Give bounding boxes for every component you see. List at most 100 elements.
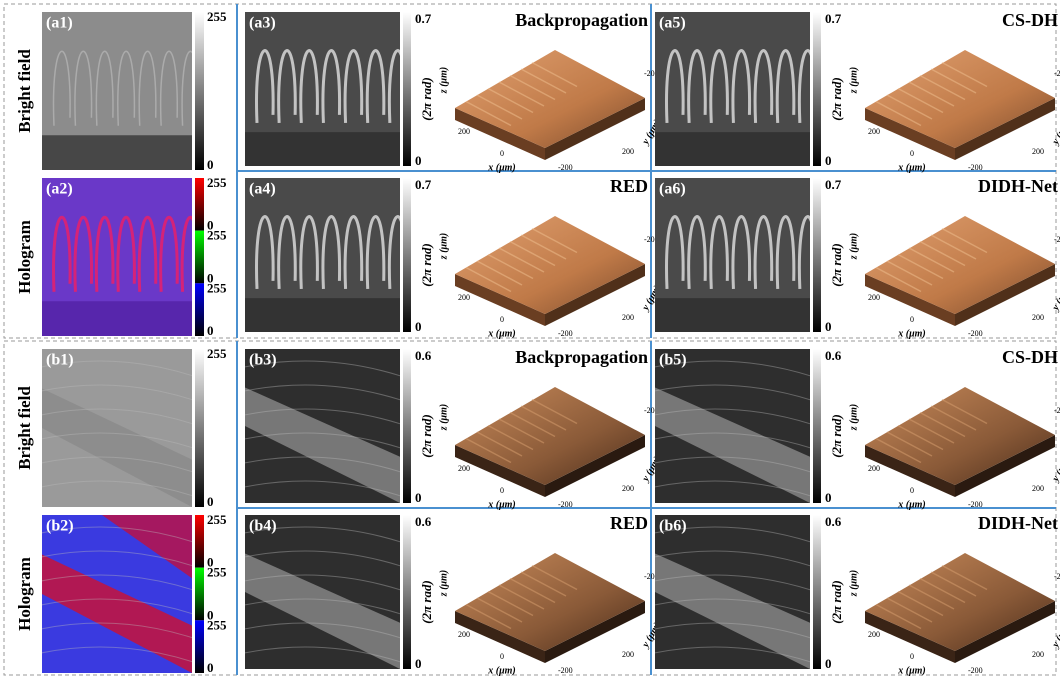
axis-tick: 200 (1032, 313, 1044, 322)
axis-tick: 0 (500, 315, 504, 324)
colorbar-unit: (2π rad) (829, 414, 844, 458)
pattern-band (245, 132, 400, 166)
colorbar-max: 0.6 (825, 348, 842, 363)
image (245, 12, 400, 166)
colorbar (195, 567, 204, 621)
pattern-arch (775, 49, 796, 123)
axis-tick: -200 (558, 163, 573, 172)
pattern-band (245, 298, 400, 332)
method-title: DIDH-Net (978, 176, 1058, 196)
pattern-ripple (42, 456, 192, 473)
pattern-ripple (42, 384, 192, 401)
surface-top (865, 50, 1055, 148)
panel-label: (b5) (659, 352, 687, 369)
axis-label: z (μm) (438, 570, 449, 597)
surface-side (865, 445, 955, 497)
panel-label: (a1) (46, 15, 73, 32)
colorbar-min: 0 (825, 656, 832, 671)
pattern-ripple (42, 526, 192, 543)
image (655, 349, 810, 503)
pattern-arch (687, 49, 707, 123)
surface-ridge (520, 405, 567, 431)
axis-tick: -200 (1054, 69, 1060, 78)
surface-side (955, 435, 1055, 497)
panel-label: (b4) (249, 518, 277, 535)
colorbar-label: 0 (207, 323, 214, 338)
axis-tick: 200 (622, 147, 634, 156)
surface-top (865, 387, 1055, 485)
surface-ridge (520, 68, 567, 94)
pattern-ripple (655, 526, 810, 543)
axis-tick: 200 (868, 464, 880, 473)
pattern-ripple (42, 622, 192, 639)
surface-ridge (897, 590, 944, 617)
surface-ridge (465, 100, 512, 127)
pattern-arch (709, 49, 729, 123)
colorbar (195, 349, 204, 507)
surface-ridge (919, 74, 966, 101)
surface-ridge (886, 597, 933, 623)
axis-tick: 200 (1032, 147, 1044, 156)
pattern-ripple (42, 360, 192, 377)
surface-ridge (897, 87, 944, 114)
colorbar (813, 349, 821, 503)
colorbar-label: 255 (207, 346, 227, 361)
surface-ridge (941, 61, 988, 88)
surface-ridge (531, 564, 578, 591)
axis-tick: -200 (968, 329, 983, 338)
axis-tick: 0 (500, 652, 504, 661)
surface-side (545, 98, 645, 160)
axis-label: z (μm) (848, 404, 859, 431)
axis-tick: -200 (968, 163, 983, 172)
axis-tick: 0 (910, 652, 914, 661)
surface-ridge (476, 597, 523, 623)
surface-ridge (886, 94, 933, 120)
surface-ridge (465, 603, 512, 630)
colorbar (403, 12, 411, 166)
pattern-band (655, 132, 810, 166)
axis-tick: 200 (868, 630, 880, 639)
colorbar-unit: (2π rad) (419, 580, 434, 624)
method-title: Backpropagation (515, 347, 648, 367)
method-title: Backpropagation (515, 10, 648, 30)
surface-ridge (908, 584, 955, 610)
axis-tick: -200 (644, 406, 659, 415)
pattern-ripple (655, 550, 810, 567)
colorbar-max: 0.7 (415, 11, 432, 26)
axis-tick: -200 (968, 500, 983, 509)
panel-label: (a2) (46, 181, 73, 198)
colorbar-max: 0.6 (415, 348, 432, 363)
colorbar-label: 0 (207, 270, 214, 285)
image (42, 12, 192, 170)
surface-ridge (509, 240, 556, 267)
colorbar-min: 0 (415, 490, 422, 505)
surface-side (545, 601, 645, 663)
panel-label: (b3) (249, 352, 277, 369)
method-title: RED (610, 513, 648, 533)
panel-label: (a3) (249, 15, 276, 32)
pattern-arch (138, 50, 157, 126)
colorbar-label: 0 (207, 607, 214, 622)
axis-tick: 200 (1032, 484, 1044, 493)
row-label: Hologram (15, 220, 34, 294)
axis-tick: -200 (558, 666, 573, 675)
colorbar-unit: (2π rad) (419, 243, 434, 287)
pattern-arch (731, 49, 752, 123)
surface-ridge (520, 234, 567, 260)
axis-label: x (μm) (487, 665, 516, 676)
pattern-arch (180, 215, 192, 292)
surface-ridge (476, 94, 523, 120)
pattern-ripple (42, 550, 192, 567)
colorbar (195, 230, 204, 284)
pattern-arch (665, 215, 685, 289)
surface-top (455, 387, 645, 485)
image (655, 178, 810, 332)
method-title: CS-DH (1002, 10, 1058, 30)
pattern-arch (277, 215, 297, 289)
surface-side (455, 611, 545, 663)
image (655, 515, 810, 669)
surface-top (865, 553, 1055, 651)
pattern-ripple (42, 646, 192, 663)
axis-tick: 200 (868, 127, 880, 136)
colorbar-max: 0.6 (825, 514, 842, 529)
